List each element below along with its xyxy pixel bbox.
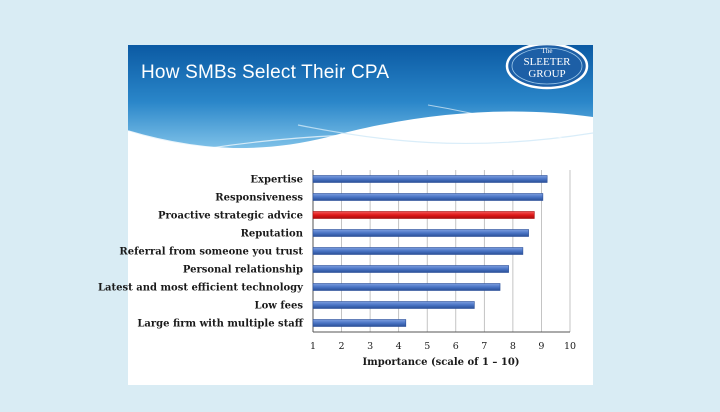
- category-label: Low fees: [255, 301, 304, 312]
- logo-text-group: GROUP: [528, 68, 565, 80]
- bar: [312, 247, 524, 255]
- chart-category-labels: Expertise Responsiveness Proactive strateg…: [98, 175, 304, 330]
- chart-tick-labels: 1 2 3 4 5 6 7 8 9 10: [310, 341, 576, 352]
- category-label: Expertise: [250, 175, 303, 186]
- sleeter-group-logo: The SLEETER GROUP: [505, 45, 589, 90]
- x-tick-label: 7: [481, 341, 487, 352]
- x-tick-label: 6: [453, 341, 459, 352]
- bar-highlighted: [312, 211, 535, 219]
- category-label: Latest and most efficient technology: [98, 283, 304, 294]
- bar: [312, 175, 548, 183]
- chart-bars: [312, 175, 548, 327]
- bar: [312, 301, 475, 309]
- bar: [312, 229, 529, 237]
- slide-header: How SMBs Select Their CPA The SLEETER GR…: [128, 45, 593, 160]
- x-tick-label: 3: [367, 341, 373, 352]
- category-label: Responsiveness: [215, 193, 303, 204]
- page-title: How SMBs Select Their CPA: [141, 62, 390, 83]
- category-label: Reputation: [241, 229, 304, 240]
- header-wave-background: [128, 45, 593, 156]
- bar: [312, 283, 501, 291]
- x-tick-label: 5: [424, 341, 430, 352]
- bar: [312, 193, 544, 201]
- logo-text-the: The: [542, 47, 553, 55]
- x-tick-label: 9: [538, 341, 544, 352]
- x-tick-label: 8: [510, 341, 516, 352]
- x-axis-title: Importance (scale of 1 – 10): [362, 357, 519, 368]
- category-label: Personal relationship: [183, 265, 303, 276]
- logo-text-sleeter: SLEETER: [523, 56, 571, 68]
- category-label: Large firm with multiple staff: [137, 319, 303, 330]
- x-tick-label: 1: [310, 341, 316, 352]
- x-tick-label: 4: [396, 341, 402, 352]
- category-label: Referral from someone you trust: [119, 247, 303, 258]
- bar: [312, 319, 407, 327]
- bar: [312, 265, 509, 273]
- x-tick-label: 10: [564, 341, 576, 352]
- x-tick-label: 2: [339, 341, 345, 352]
- category-label: Proactive strategic advice: [158, 211, 303, 222]
